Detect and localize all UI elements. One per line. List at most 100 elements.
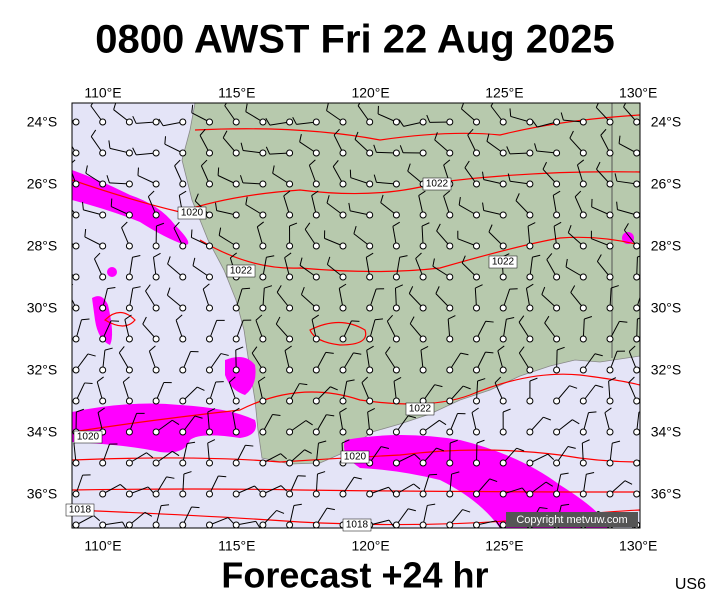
barb-flag [326, 414, 335, 417]
barb-flag [509, 108, 512, 117]
barb-flag [569, 385, 578, 389]
isobar-label-box [73, 430, 103, 444]
station [286, 242, 294, 250]
barb-flag [179, 190, 187, 196]
barb-flag [426, 114, 431, 123]
station [286, 211, 294, 219]
station [99, 273, 107, 281]
station [606, 366, 614, 374]
isobar-label: 1020 [181, 208, 204, 219]
latitude-label: 28°S [27, 238, 58, 254]
map-title: 0800 AWST Fri 22 Aug 2025 [95, 18, 614, 62]
barb-flag [235, 346, 244, 351]
station [179, 335, 187, 343]
barb-flag [166, 287, 171, 296]
barb-flag [218, 475, 227, 478]
station [179, 490, 187, 498]
barb-flag [486, 133, 490, 142]
station [499, 490, 507, 498]
station [446, 149, 454, 157]
latitude-label: 32°S [651, 362, 682, 378]
station [99, 490, 107, 498]
station [232, 304, 240, 312]
barb-flag [532, 120, 538, 128]
isobar-label: 1022 [230, 266, 253, 277]
station [286, 273, 294, 281]
station [446, 242, 454, 250]
station [286, 490, 294, 498]
station [606, 490, 614, 498]
barb-flag [600, 128, 607, 136]
station [499, 335, 507, 343]
barb-flag [623, 223, 629, 231]
barb-flag [94, 252, 101, 260]
station [152, 118, 160, 126]
station [312, 211, 320, 219]
station [125, 118, 133, 126]
station [259, 490, 267, 498]
barb-flag [381, 446, 390, 449]
station [606, 397, 614, 405]
station [286, 397, 294, 405]
barb-flag [462, 385, 471, 390]
rain-areas [72, 170, 634, 528]
rain [92, 296, 113, 345]
station [339, 366, 347, 374]
barb-flag [81, 318, 90, 321]
station [339, 242, 347, 250]
latitude-label: 34°S [651, 424, 682, 440]
station [286, 521, 294, 528]
station [553, 149, 561, 157]
barb-flag [174, 159, 181, 167]
station [392, 490, 400, 498]
isobar-label: 1020 [344, 452, 367, 463]
station [339, 397, 347, 405]
station [206, 397, 213, 405]
station [339, 273, 347, 281]
station [232, 149, 240, 157]
station [579, 242, 587, 250]
station [553, 490, 561, 498]
station [99, 366, 107, 374]
barb-flag [190, 229, 193, 238]
latitude-label: 26°S [27, 176, 58, 192]
station [579, 459, 587, 467]
station [606, 335, 614, 343]
barb-flag [59, 228, 60, 236]
station [633, 459, 640, 467]
station [392, 459, 400, 467]
station [633, 428, 640, 436]
station [152, 273, 160, 281]
barb-flag [118, 346, 125, 354]
station [72, 459, 80, 467]
station [366, 366, 374, 374]
barb-flag [149, 345, 156, 352]
barb-flag [409, 316, 415, 324]
isobar-label-box [340, 450, 370, 464]
barb-flag [245, 103, 248, 112]
station [72, 211, 80, 219]
barb-flag [90, 129, 97, 137]
station [152, 211, 160, 219]
station [446, 397, 454, 405]
station [606, 304, 614, 312]
barb-flag [318, 440, 327, 444]
barb-flag [374, 318, 383, 321]
station [206, 366, 213, 374]
isobar-label: 1022 [409, 404, 432, 415]
barb-flag [518, 315, 525, 323]
station [125, 242, 133, 250]
barb-flag [275, 316, 281, 325]
barb-flag [311, 190, 319, 196]
barb-flag [414, 453, 421, 460]
station [579, 149, 587, 157]
barb-flag [240, 142, 244, 151]
isobar [72, 171, 640, 213]
station [473, 180, 480, 188]
barb-flag [547, 453, 555, 460]
barb-flag [311, 314, 320, 320]
barb-flag [326, 256, 331, 265]
longitude-label: 130°E [619, 85, 657, 101]
station [446, 211, 454, 219]
barb-flag [395, 284, 403, 289]
